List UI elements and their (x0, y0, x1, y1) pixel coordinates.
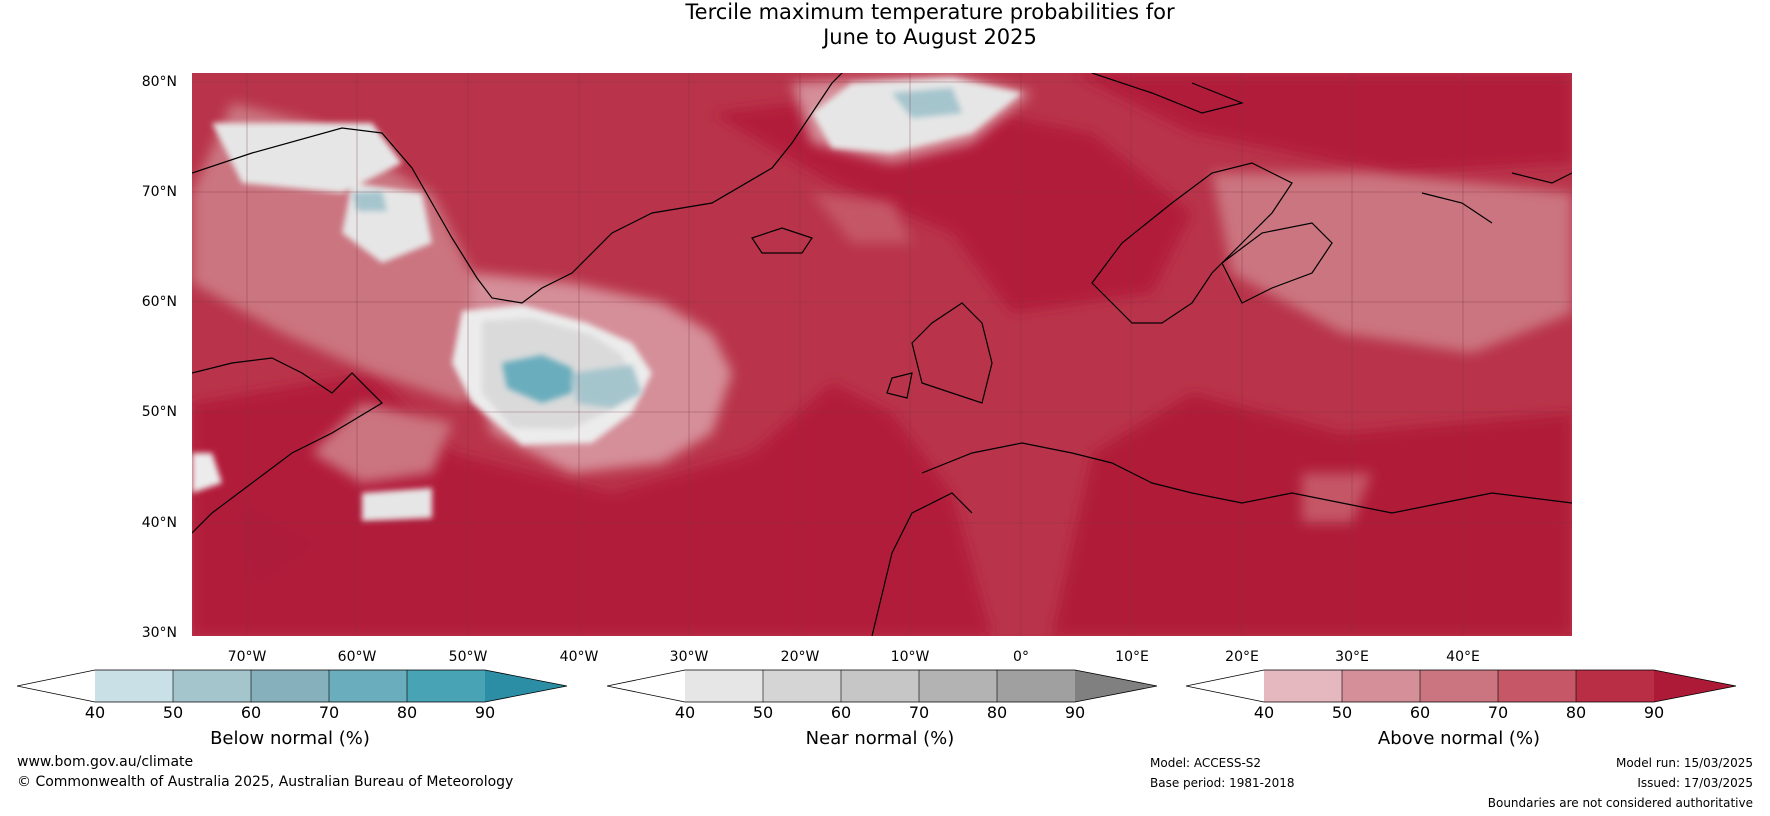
lon-label-20w: 20°W (780, 649, 820, 665)
lat-label-50n: 50°N (141, 404, 177, 420)
below-swatch-0 (17, 670, 95, 702)
lat-label-30n: 30°N (141, 625, 177, 641)
above-swatch-3 (1420, 670, 1498, 702)
near-swatch-0 (607, 670, 685, 702)
near-tick-80: 80 (986, 703, 1008, 722)
near-swatch-5 (997, 670, 1075, 702)
lon-label-60w: 60°W (337, 649, 377, 665)
colorbar-near-normal (607, 669, 1158, 703)
website-link[interactable]: www.bom.gov.au/climate (17, 754, 194, 770)
map-canvas (192, 73, 1572, 636)
lon-label-30e: 30°E (1335, 649, 1369, 665)
above-swatch-4 (1498, 670, 1576, 702)
above-swatch-2 (1342, 670, 1420, 702)
below-swatch-2 (173, 670, 251, 702)
near-swatch-1 (685, 670, 763, 702)
colorbar-below-normal (17, 669, 568, 703)
lat-label-40n: 40°N (141, 515, 177, 531)
above-tick-40: 40 (1253, 703, 1275, 722)
below-tick-60: 60 (240, 703, 262, 722)
copyright-text: © Commonwealth of Australia 2025, Austra… (17, 774, 514, 790)
above-tick-90: 90 (1643, 703, 1665, 722)
above-tick-60: 60 (1409, 703, 1431, 722)
below-swatch-1 (95, 670, 173, 702)
below-tick-90: 90 (474, 703, 496, 722)
lat-label-80n: 80°N (141, 74, 177, 90)
near-swatch-4 (919, 670, 997, 702)
below-tick-40: 40 (84, 703, 106, 722)
graticule (192, 73, 1572, 636)
below-swatch-4 (329, 670, 407, 702)
coastlines (192, 73, 1572, 636)
above-normal-label: Above normal (%) (1377, 728, 1541, 749)
probability-map (192, 73, 1572, 636)
below-tick-50: 50 (162, 703, 184, 722)
title-line-2: June to August 2025 (823, 25, 1037, 49)
title-line-1: Tercile maximum temperature probabilitie… (685, 0, 1175, 24)
lon-label-40e: 40°E (1446, 649, 1480, 665)
lon-label-70w: 70°W (227, 649, 267, 665)
lon-label-10w: 10°W (890, 649, 930, 665)
near-swatch-2 (763, 670, 841, 702)
lon-label-30w: 30°W (669, 649, 709, 665)
base-period: Base period: 1981-2018 (1150, 776, 1295, 790)
near-tick-90: 90 (1064, 703, 1086, 722)
above-tick-70: 70 (1487, 703, 1509, 722)
below-swatch-6 (485, 670, 567, 702)
below-tick-80: 80 (396, 703, 418, 722)
model-name: Model: ACCESS-S2 (1150, 756, 1262, 770)
below-swatch-5 (407, 670, 485, 702)
model-run-date: Model run: 15/03/2025 (1615, 756, 1753, 770)
below-tick-70: 70 (318, 703, 340, 722)
boundaries-disclaimer: Boundaries are not considered authoritat… (1487, 796, 1753, 810)
map-title: Tercile maximum temperature probabilitie… (0, 0, 1770, 50)
below-normal-label: Below normal (%) (210, 728, 370, 749)
near-normal-label: Near normal (%) (805, 728, 955, 749)
lon-label-10e: 10°E (1115, 649, 1149, 665)
near-tick-40: 40 (674, 703, 696, 722)
lat-label-70n: 70°N (141, 184, 177, 200)
near-swatch-3 (841, 670, 919, 702)
lon-label-40w: 40°W (559, 649, 599, 665)
near-tick-50: 50 (752, 703, 774, 722)
near-tick-70: 70 (908, 703, 930, 722)
lat-label-60n: 60°N (141, 294, 177, 310)
below-swatch-3 (251, 670, 329, 702)
lon-label-20e: 20°E (1225, 649, 1259, 665)
issued-date: Issued: 17/03/2025 (1637, 776, 1753, 790)
above-swatch-1 (1264, 670, 1342, 702)
above-tick-80: 80 (1565, 703, 1587, 722)
colorbar-above-normal (1186, 669, 1737, 703)
lon-label-50w: 50°W (448, 649, 488, 665)
above-swatch-6 (1654, 670, 1736, 702)
near-swatch-6 (1075, 670, 1157, 702)
above-swatch-5 (1576, 670, 1654, 702)
above-swatch-0 (1186, 670, 1264, 702)
below-normal-zones (352, 88, 962, 408)
lon-label-0: 0° (1013, 649, 1029, 665)
above-tick-50: 50 (1331, 703, 1353, 722)
near-tick-60: 60 (830, 703, 852, 722)
